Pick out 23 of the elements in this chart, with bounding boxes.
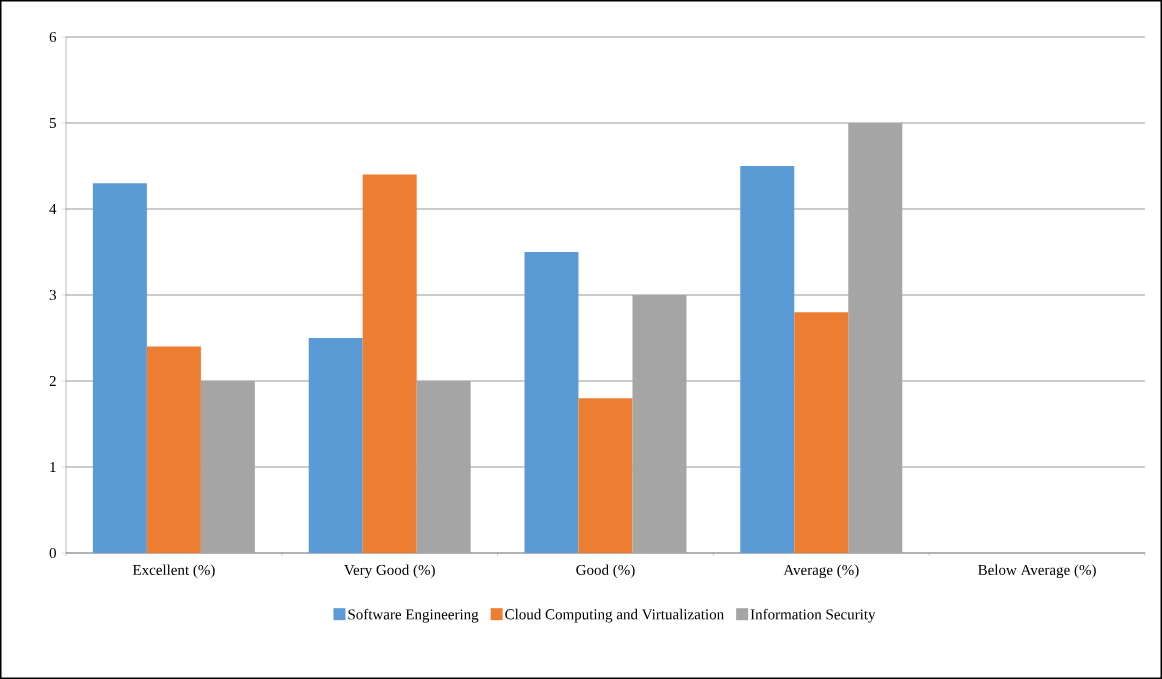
bar [146,346,201,553]
y-tick-label: 5 [49,118,56,128]
bar [578,398,633,553]
x-tick-label: Good (%) [576,564,635,579]
x-tick-label: Average (%) [783,564,859,579]
x-tick-label: Below Average (%) [978,564,1096,579]
legend-label: Cloud Computing and Virtualization [505,608,724,623]
bar [308,338,363,553]
bar [740,166,795,553]
y-tick-label: 4 [49,204,57,214]
y-tick-label: 2 [49,376,56,386]
y-tick-label: 6 [49,31,57,43]
bar [524,252,579,553]
x-tick-label: Excellent (%) [132,564,215,579]
bar [92,183,147,553]
x-tick-label: Very Good (%) [344,564,435,579]
y-tick-label: 1 [50,462,56,472]
y-tick-label: 3 [49,289,56,301]
legend-label: Information Security [750,608,876,623]
bar [362,174,417,553]
y-tick-label: 0 [49,547,56,559]
legend-label: Software Engineering [348,608,479,623]
bar [794,312,849,553]
